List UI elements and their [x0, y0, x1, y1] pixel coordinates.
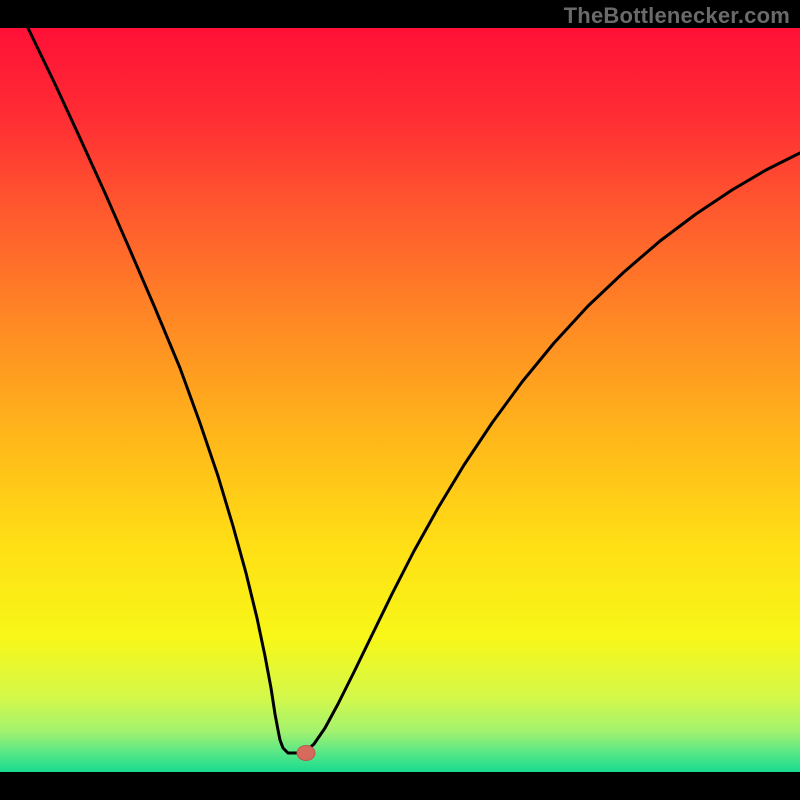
- plot-area: [0, 28, 800, 772]
- bottleneck-curve: [28, 28, 800, 753]
- curve-svg: [0, 28, 800, 772]
- chart-canvas: TheBottlenecker.com: [0, 0, 800, 800]
- watermark-text: TheBottlenecker.com: [564, 3, 790, 29]
- minimum-marker: [297, 745, 316, 761]
